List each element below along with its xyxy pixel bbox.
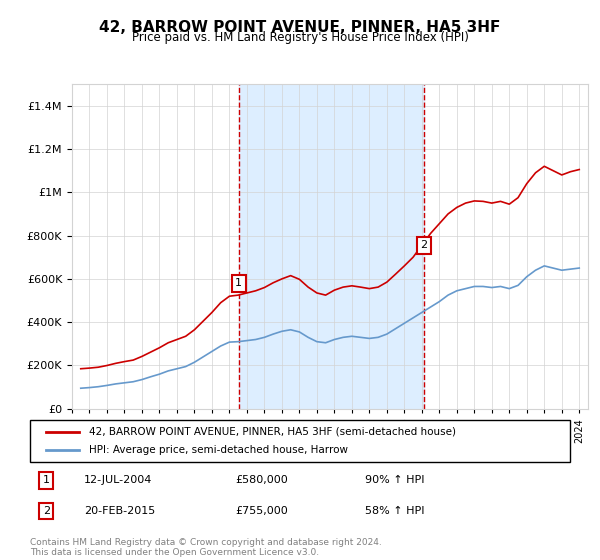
- Text: HPI: Average price, semi-detached house, Harrow: HPI: Average price, semi-detached house,…: [89, 445, 349, 455]
- Text: 58% ↑ HPI: 58% ↑ HPI: [365, 506, 424, 516]
- Text: 42, BARROW POINT AVENUE, PINNER, HA5 3HF (semi-detached house): 42, BARROW POINT AVENUE, PINNER, HA5 3HF…: [89, 427, 457, 437]
- FancyBboxPatch shape: [30, 420, 570, 462]
- Text: 2: 2: [43, 506, 50, 516]
- Text: £755,000: £755,000: [235, 506, 288, 516]
- Text: 90% ↑ HPI: 90% ↑ HPI: [365, 475, 424, 485]
- Text: Contains HM Land Registry data © Crown copyright and database right 2024.
This d: Contains HM Land Registry data © Crown c…: [30, 538, 382, 557]
- Text: 42, BARROW POINT AVENUE, PINNER, HA5 3HF: 42, BARROW POINT AVENUE, PINNER, HA5 3HF: [100, 20, 500, 35]
- Text: 2: 2: [421, 240, 428, 250]
- Text: £580,000: £580,000: [235, 475, 288, 485]
- Text: 12-JUL-2004: 12-JUL-2004: [84, 475, 152, 485]
- Text: 20-FEB-2015: 20-FEB-2015: [84, 506, 155, 516]
- Text: 1: 1: [235, 278, 242, 288]
- Bar: [239, 84, 424, 409]
- Text: 1: 1: [43, 475, 50, 485]
- Text: Price paid vs. HM Land Registry's House Price Index (HPI): Price paid vs. HM Land Registry's House …: [131, 31, 469, 44]
